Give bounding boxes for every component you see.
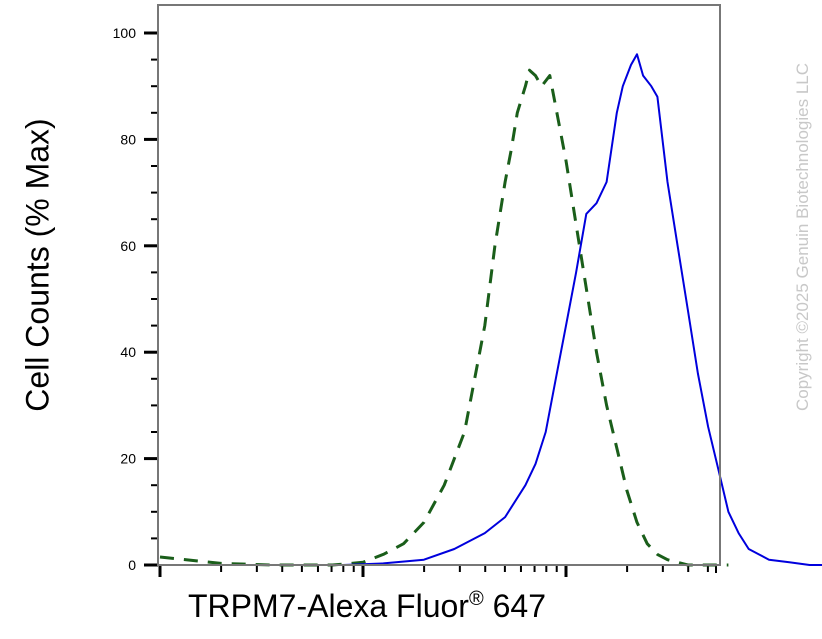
- x-axis-label-text: TRPM7-Alexa Fluor: [188, 588, 469, 624]
- y-tick-label: 0: [128, 557, 136, 573]
- y-tick-label: 20: [120, 451, 136, 467]
- sample-series-line: [160, 53, 822, 566]
- y-tick-label: 80: [120, 131, 136, 147]
- y-axis-ticks: 0 20 40 60 80 100: [113, 25, 158, 573]
- control-series-line: [159, 68, 729, 567]
- registered-mark: ®: [468, 588, 484, 610]
- y-tick-label: 60: [120, 238, 136, 254]
- y-tick-label: 40: [120, 344, 136, 360]
- y-tick-label: 100: [113, 25, 137, 41]
- x-axis-label-suffix: 647: [492, 588, 546, 624]
- series-layer: [159, 53, 822, 567]
- x-axis-ticks: [158, 565, 717, 577]
- copyright-watermark: Copyright ©2025 Genuin Biotechnologies L…: [793, 62, 812, 412]
- y-axis-label: Cell Counts (% Max): [19, 118, 56, 412]
- x-axis-label: TRPM7-Alexa Fluor® 647: [188, 588, 546, 625]
- plot-frame: [157, 4, 721, 566]
